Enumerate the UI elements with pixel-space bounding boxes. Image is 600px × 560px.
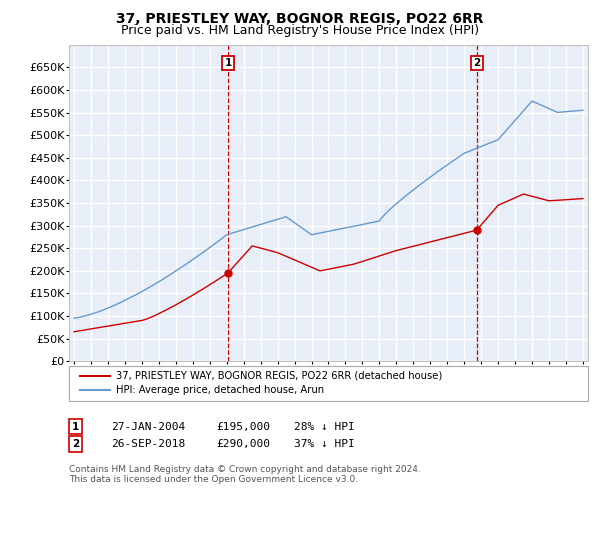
Text: Price paid vs. HM Land Registry's House Price Index (HPI): Price paid vs. HM Land Registry's House … bbox=[121, 24, 479, 36]
Text: HPI: Average price, detached house, Arun: HPI: Average price, detached house, Arun bbox=[116, 385, 324, 395]
Text: 28% ↓ HPI: 28% ↓ HPI bbox=[294, 422, 355, 432]
Text: 27-JAN-2004: 27-JAN-2004 bbox=[111, 422, 185, 432]
Text: 37, PRIESTLEY WAY, BOGNOR REGIS, PO22 6RR: 37, PRIESTLEY WAY, BOGNOR REGIS, PO22 6R… bbox=[116, 12, 484, 26]
Text: £290,000: £290,000 bbox=[216, 439, 270, 449]
Text: 1: 1 bbox=[224, 58, 232, 68]
Text: Contains HM Land Registry data © Crown copyright and database right 2024.
This d: Contains HM Land Registry data © Crown c… bbox=[69, 465, 421, 484]
Text: 2: 2 bbox=[473, 58, 481, 68]
Text: 2: 2 bbox=[72, 439, 79, 449]
Text: 26-SEP-2018: 26-SEP-2018 bbox=[111, 439, 185, 449]
Text: 37% ↓ HPI: 37% ↓ HPI bbox=[294, 439, 355, 449]
Text: 1: 1 bbox=[72, 422, 79, 432]
Text: £195,000: £195,000 bbox=[216, 422, 270, 432]
Text: 37, PRIESTLEY WAY, BOGNOR REGIS, PO22 6RR (detached house): 37, PRIESTLEY WAY, BOGNOR REGIS, PO22 6R… bbox=[116, 371, 442, 381]
